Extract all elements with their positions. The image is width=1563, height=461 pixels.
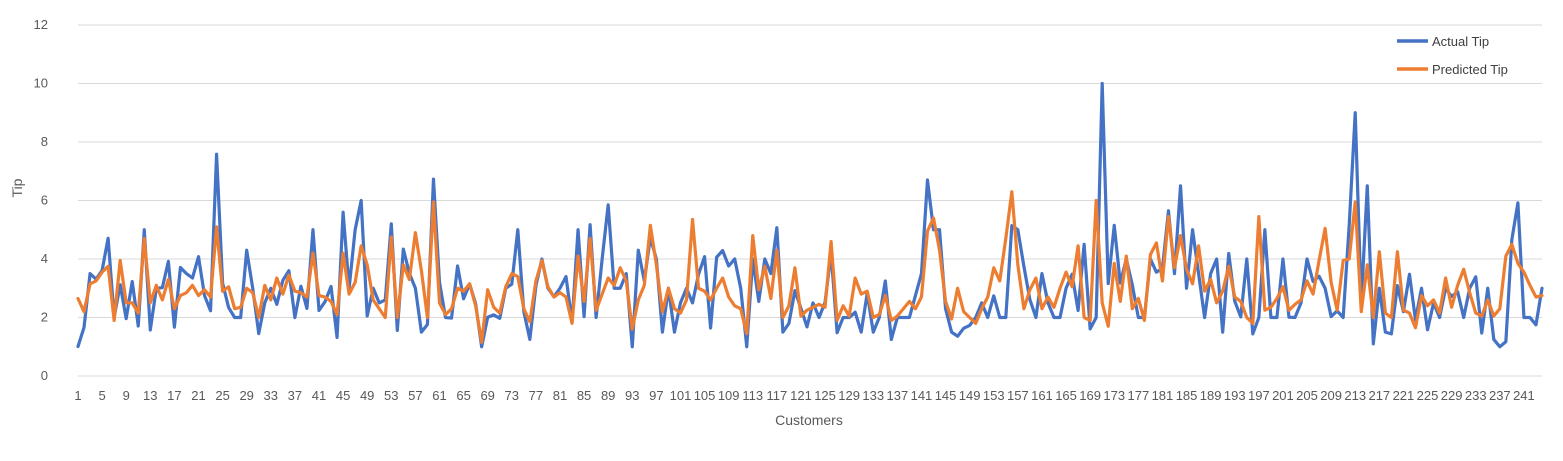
gridlines <box>78 24 1542 377</box>
x-tick-label: 69 <box>480 388 494 403</box>
x-tick-label: 45 <box>336 388 350 403</box>
x-tick-label: 141 <box>911 388 933 403</box>
x-tick-label: 177 <box>1127 388 1149 403</box>
y-tick-label: 8 <box>41 134 48 149</box>
x-tick-label: 81 <box>553 388 567 403</box>
legend-label: Actual Tip <box>1432 34 1489 49</box>
x-tick-label: 149 <box>959 388 981 403</box>
x-tick-label: 21 <box>191 388 205 403</box>
x-tick-label: 229 <box>1441 388 1463 403</box>
x-tick-label: 145 <box>935 388 957 403</box>
x-tick-label: 37 <box>288 388 302 403</box>
x-tick-label: 109 <box>718 388 740 403</box>
x-tick-label: 233 <box>1465 388 1487 403</box>
x-tick-label: 173 <box>1103 388 1125 403</box>
x-tick-label: 169 <box>1079 388 1101 403</box>
x-tick-label: 133 <box>862 388 884 403</box>
y-tick-label: 2 <box>41 310 48 325</box>
x-tick-label: 53 <box>384 388 398 403</box>
legend-label: Predicted Tip <box>1432 62 1508 77</box>
x-tick-label: 105 <box>694 388 716 403</box>
x-tick-label: 129 <box>838 388 860 403</box>
x-tick-label: 29 <box>239 388 253 403</box>
x-tick-label: 237 <box>1489 388 1511 403</box>
x-tick-label: 181 <box>1152 388 1174 403</box>
x-tick-label: 185 <box>1176 388 1198 403</box>
y-tick-label: 4 <box>41 251 48 266</box>
x-tick-label: 97 <box>649 388 663 403</box>
x-axis-ticks: 1 5 9 13 17 21 25 29 33 37 41 45 49 53 57 61 65 69 73 77 81 8… <box>74 388 1534 403</box>
x-tick-label: 157 <box>1007 388 1029 403</box>
x-tick-label: 137 <box>887 388 909 403</box>
y-axis-ticks: 0 2 4 6 8 10 12 <box>34 17 48 383</box>
legend: Actual Tip Predicted Tip <box>1397 34 1508 77</box>
x-tick-label: 197 <box>1248 388 1270 403</box>
x-tick-label: 13 <box>143 388 157 403</box>
x-tick-label: 225 <box>1417 388 1439 403</box>
x-tick-label: 201 <box>1272 388 1294 403</box>
x-tick-label: 17 <box>167 388 181 403</box>
x-tick-label: 33 <box>264 388 278 403</box>
x-tick-label: 9 <box>123 388 130 403</box>
x-tick-label: 89 <box>601 388 615 403</box>
x-tick-label: 121 <box>790 388 812 403</box>
x-tick-label: 209 <box>1320 388 1342 403</box>
x-tick-label: 113 <box>742 388 763 403</box>
x-tick-label: 77 <box>529 388 543 403</box>
x-tick-label: 73 <box>505 388 519 403</box>
series-line-actual-tip <box>76 81 1544 349</box>
x-tick-label: 241 <box>1513 388 1535 403</box>
x-tick-label: 85 <box>577 388 591 403</box>
x-tick-label: 205 <box>1296 388 1318 403</box>
x-tick-label: 93 <box>625 388 639 403</box>
x-tick-label: 101 <box>670 388 692 403</box>
x-tick-label: 61 <box>432 388 446 403</box>
x-tick-label: 161 <box>1031 388 1053 403</box>
x-tick-label: 165 <box>1055 388 1077 403</box>
x-tick-label: 49 <box>360 388 374 403</box>
y-axis-title: Tip <box>9 178 25 197</box>
x-tick-label: 221 <box>1393 388 1415 403</box>
x-tick-label: 189 <box>1200 388 1222 403</box>
x-tick-label: 57 <box>408 388 422 403</box>
y-tick-label: 0 <box>41 368 48 383</box>
x-tick-label: 125 <box>814 388 836 403</box>
x-tick-label: 153 <box>983 388 1005 403</box>
x-tick-label: 217 <box>1368 388 1390 403</box>
y-tick-label: 6 <box>41 193 48 208</box>
x-tick-label: 193 <box>1224 388 1246 403</box>
x-tick-label: 117 <box>766 388 787 403</box>
x-tick-label: 41 <box>312 388 326 403</box>
x-tick-label: 213 <box>1344 388 1366 403</box>
y-tick-label: 12 <box>34 17 48 32</box>
x-tick-label: 5 <box>98 388 105 403</box>
series-line-predicted-tip <box>76 190 1544 344</box>
x-tick-label: 1 <box>74 388 81 403</box>
x-tick-label: 65 <box>456 388 470 403</box>
y-tick-label: 10 <box>34 76 48 91</box>
x-tick-label: 25 <box>215 388 229 403</box>
series-lines <box>76 81 1544 349</box>
x-axis-title: Customers <box>775 412 843 428</box>
